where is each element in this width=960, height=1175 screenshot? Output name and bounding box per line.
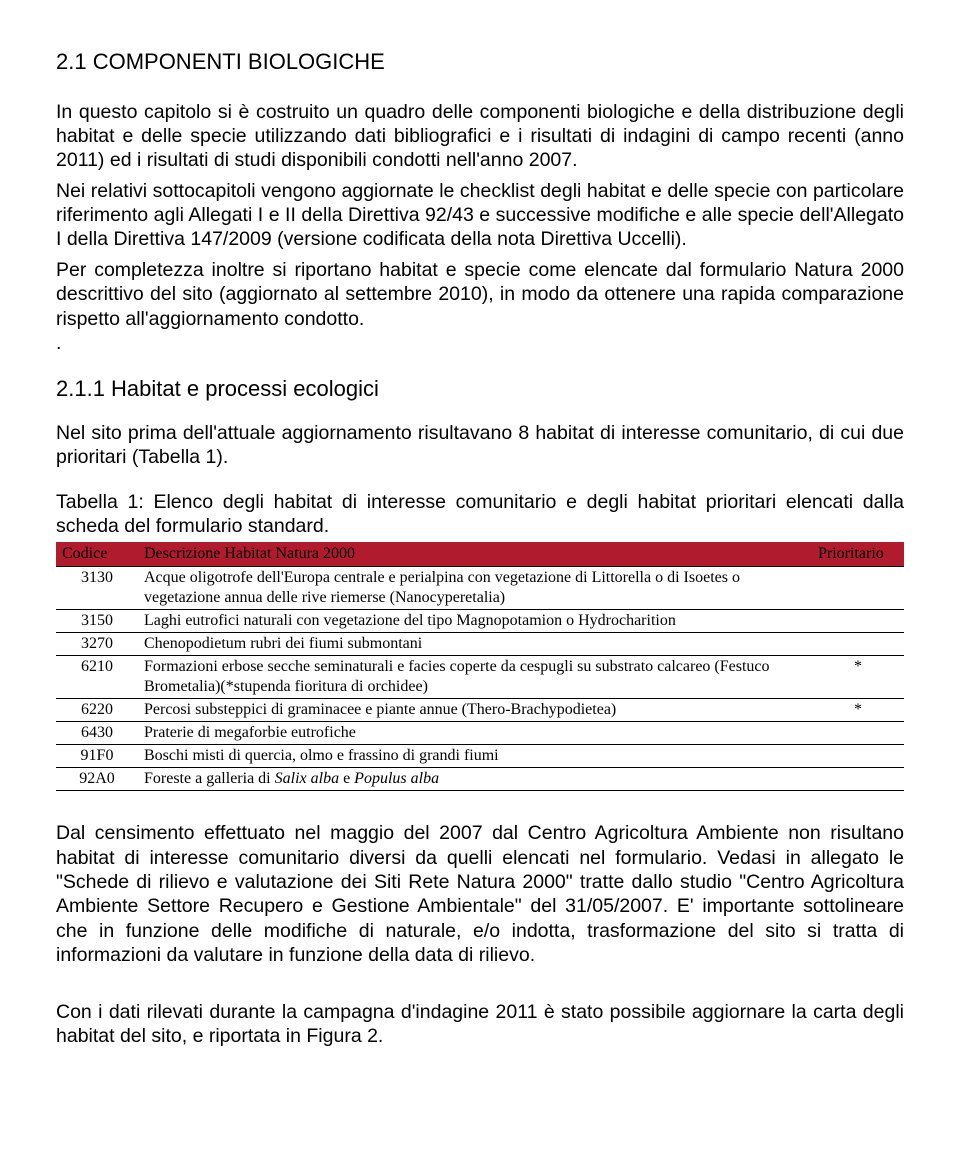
- cell-code: 6210: [56, 656, 138, 699]
- table-row: 6430 Praterie di megaforbie eutrofiche: [56, 722, 904, 745]
- subsection-intro: Nel sito prima dell'attuale aggiornament…: [56, 421, 904, 470]
- paragraph-intro-1: In questo capitolo si è costruito un qua…: [56, 100, 904, 173]
- cell-code: 3270: [56, 633, 138, 656]
- table-header-row: Codice Descrizione Habitat Natura 2000 P…: [56, 542, 904, 567]
- cell-code: 6430: [56, 722, 138, 745]
- desc-mid: e: [339, 770, 354, 787]
- cell-code: 3150: [56, 610, 138, 633]
- cell-code: 6220: [56, 699, 138, 722]
- table-caption: Tabella 1: Elenco degli habitat di inter…: [56, 490, 904, 539]
- table-row: 3270 Chenopodietum rubri dei fiumi submo…: [56, 633, 904, 656]
- desc-prefix: Foreste a galleria di: [144, 770, 275, 787]
- cell-prio: [812, 745, 904, 768]
- col-prio: Prioritario: [812, 542, 904, 567]
- paragraph-intro-3: Per completezza inoltre si riportano hab…: [56, 258, 904, 331]
- table-row: 3130 Acque oligotrofe dell'Europa centra…: [56, 567, 904, 610]
- desc-italic-2: Populus alba: [354, 770, 439, 787]
- cell-code: 92A0: [56, 768, 138, 791]
- cell-code: 3130: [56, 567, 138, 610]
- cell-desc: Percosi substeppici di graminacee e pian…: [138, 699, 812, 722]
- cell-desc: Chenopodietum rubri dei fiumi submontani: [138, 633, 812, 656]
- cell-desc: Acque oligotrofe dell'Europa centrale e …: [138, 567, 812, 610]
- cell-code: 91F0: [56, 745, 138, 768]
- table-row: 3150 Laghi eutrofici naturali con vegeta…: [56, 610, 904, 633]
- cell-prio: [812, 567, 904, 610]
- paragraph-after-1: Dal censimento effettuato nel maggio del…: [56, 821, 904, 967]
- habitat-table: Codice Descrizione Habitat Natura 2000 P…: [56, 542, 904, 791]
- cell-prio: [812, 610, 904, 633]
- paragraph-after-2: Con i dati rilevati durante la campagna …: [56, 1000, 904, 1049]
- table-caption-rest: : Elenco degli habitat di interesse comu…: [56, 491, 904, 537]
- cell-desc: Foreste a galleria di Salix alba e Popul…: [138, 768, 812, 791]
- cell-prio: [812, 722, 904, 745]
- cell-prio: *: [812, 699, 904, 722]
- table-row: 91F0 Boschi misti di quercia, olmo e fra…: [56, 745, 904, 768]
- subsection-title: 2.1.1 Habitat e processi ecologici: [56, 375, 904, 403]
- table-row: 6220 Percosi substeppici di graminacee e…: [56, 699, 904, 722]
- paragraph-intro-2: Nei relativi sottocapitoli vengono aggio…: [56, 179, 904, 252]
- col-desc: Descrizione Habitat Natura 2000: [138, 542, 812, 567]
- col-code: Codice: [56, 542, 138, 567]
- table-row: 92A0 Foreste a galleria di Salix alba e …: [56, 768, 904, 791]
- cell-prio: [812, 768, 904, 791]
- section-title: 2.1 COMPONENTI BIOLOGICHE: [56, 48, 904, 76]
- stray-dot: .: [56, 331, 904, 355]
- desc-italic-1: Salix alba: [275, 770, 339, 787]
- cell-desc: Formazioni erbose secche seminaturali e …: [138, 656, 812, 699]
- table-row: 6210 Formazioni erbose secche seminatura…: [56, 656, 904, 699]
- cell-desc: Laghi eutrofici naturali con vegetazione…: [138, 610, 812, 633]
- cell-desc: Boschi misti di quercia, olmo e frassino…: [138, 745, 812, 768]
- table-caption-prefix: Tabella: [56, 491, 128, 513]
- table-caption-num: 1: [128, 491, 139, 513]
- cell-prio: *: [812, 656, 904, 699]
- cell-desc: Praterie di megaforbie eutrofiche: [138, 722, 812, 745]
- cell-prio: [812, 633, 904, 656]
